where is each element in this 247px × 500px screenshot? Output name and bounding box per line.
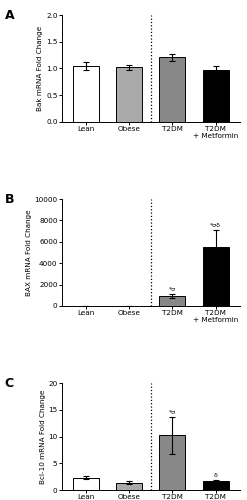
- Y-axis label: BAX mRNA Fold Change: BAX mRNA Fold Change: [26, 209, 32, 296]
- Text: *σ: *σ: [169, 410, 176, 414]
- Bar: [203, 247, 229, 306]
- Y-axis label: Bcl-10 mRNA Fold Change: Bcl-10 mRNA Fold Change: [40, 390, 45, 484]
- Bar: [159, 58, 185, 122]
- Bar: [73, 478, 99, 490]
- Bar: [159, 296, 185, 306]
- Text: C: C: [5, 376, 14, 390]
- Bar: [203, 482, 229, 490]
- Text: A: A: [5, 8, 15, 22]
- Text: δ: δ: [214, 472, 218, 478]
- Bar: [116, 68, 142, 122]
- Text: B: B: [5, 192, 14, 205]
- Bar: [159, 436, 185, 490]
- Y-axis label: Bak mRNA Fold Change: Bak mRNA Fold Change: [37, 26, 43, 111]
- Bar: [73, 66, 99, 122]
- Bar: [116, 482, 142, 490]
- Text: *σ: *σ: [169, 286, 176, 292]
- Text: *σδ: *σδ: [210, 223, 221, 228]
- Bar: [203, 70, 229, 122]
